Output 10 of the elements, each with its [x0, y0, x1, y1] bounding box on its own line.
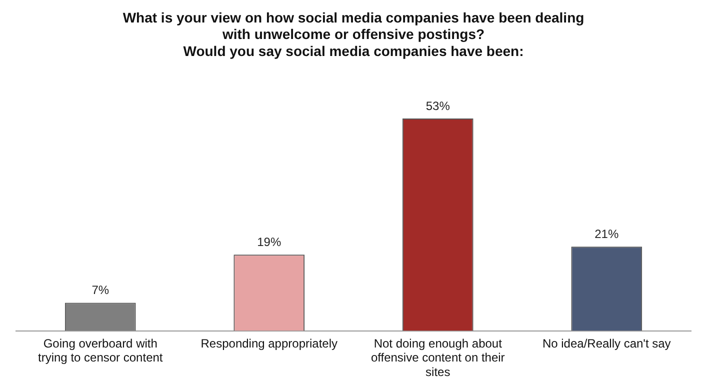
- chart-title: What is your view on how social media companies have been dealing with unwelcome or offensive postings?: [122, 9, 584, 42]
- data-label: 19%: [257, 234, 282, 249]
- data-label: 7%: [92, 283, 110, 298]
- x-tick-label: Not doing enough about offensive content on their sites: [370, 336, 505, 380]
- data-label: 53%: [426, 98, 450, 113]
- data-label: 21%: [594, 226, 619, 241]
- chart-subtitle: Would you say social media companies have been:: [183, 42, 524, 59]
- x-tick-label: No idea/Really can't say: [542, 336, 671, 350]
- x-tick-label: Responding appropriately: [200, 336, 338, 350]
- x-tick-label: Going overboard with trying to censor content: [38, 336, 164, 365]
